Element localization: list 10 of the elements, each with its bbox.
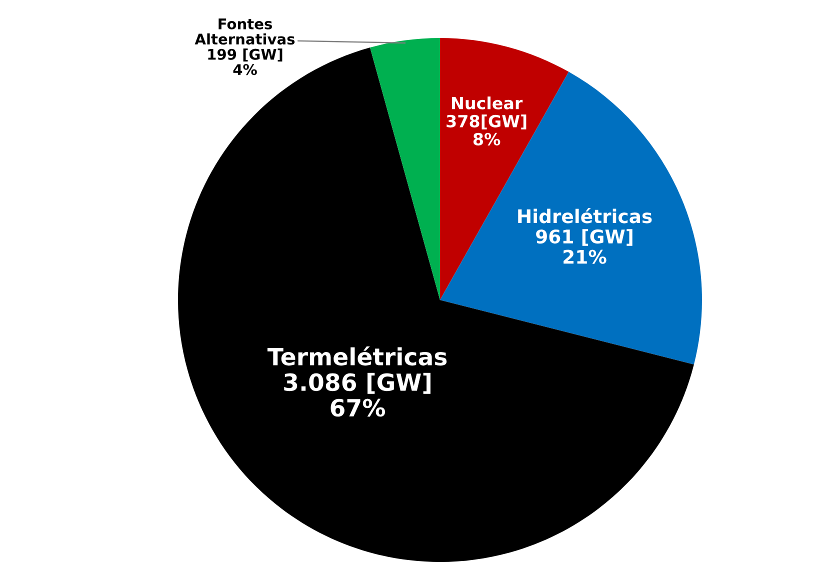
- data-label: 961 [GW] 21%: [536, 229, 632, 264]
- pie-slice: [370, 38, 440, 300]
- data-label: 378[GW] 8%: [446, 114, 526, 146]
- slice-label: Fontes Alternativas: [194, 18, 295, 45]
- slice-label: Termelétricas: [267, 346, 447, 366]
- pie-slice: [178, 48, 694, 562]
- data-label: 3.086 [GW] 67%: [284, 372, 430, 417]
- slice-label: Hidrelétricas: [518, 208, 652, 224]
- data-label: 199 [GW] 4%: [208, 48, 282, 76]
- slice-label: Nuclear: [452, 96, 523, 110]
